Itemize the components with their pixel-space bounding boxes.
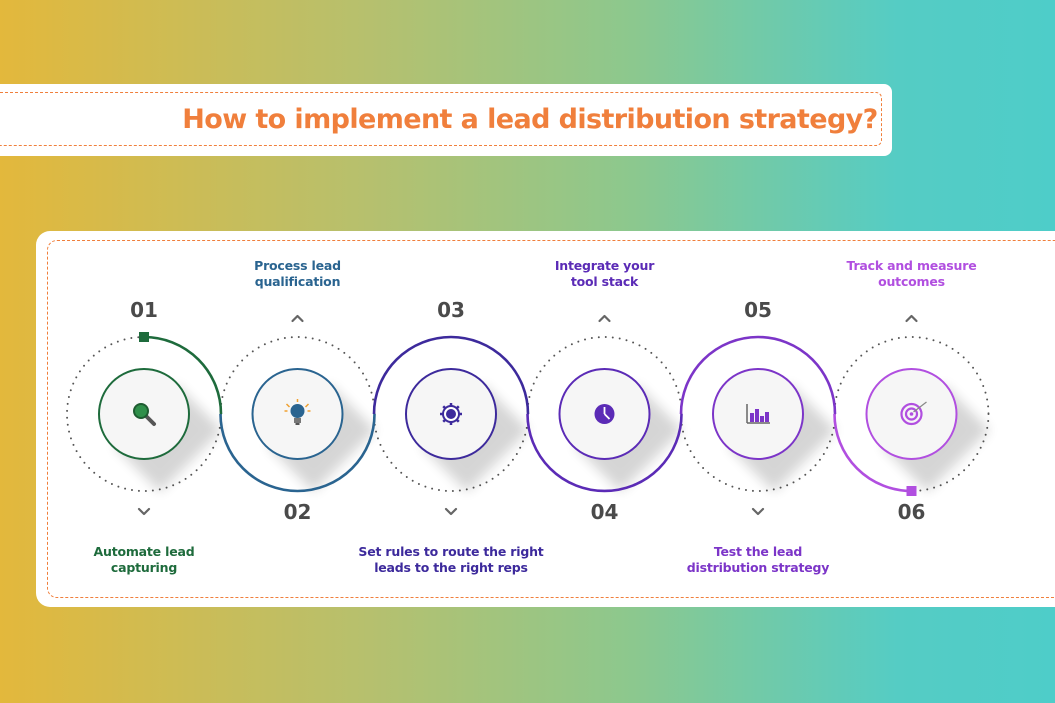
connector-arc [526,413,683,493]
lightbulb-icon [284,399,311,425]
step-label: Integrate your tool stack [510,258,700,290]
steps-panel-border [47,240,1055,598]
step-label: Set rules to route the right leads to the… [356,544,546,576]
step-label-line: Set rules to route the right [358,544,544,559]
step-label-line: capturing [110,560,178,575]
step-label: Track and measure outcomes [817,258,1007,290]
step-label-line: Track and measure [846,258,977,273]
connector-arc [372,335,530,415]
title-banner [0,84,892,156]
step-number: 04 [590,500,619,524]
step-label-line: leads to the right reps [374,560,528,575]
chevron-up-icon [598,314,611,323]
step-label: Automate lead capturing [49,544,239,576]
chevron-down-icon [137,507,151,516]
connector-arc [219,413,376,493]
gear-icon [440,403,462,425]
step-label-line: Test the lead [713,544,803,559]
step-label-line: distribution strategy [686,560,830,575]
dotted-ring [833,336,990,492]
end-marker [906,486,917,496]
step-label-line: tool stack [570,274,639,289]
step-label: Test the lead distribution strategy [663,544,853,576]
chevron-down-icon [751,507,765,516]
step-label-line: Integrate your [554,258,655,273]
chevron-up-icon [291,314,304,323]
start-marker [139,332,149,342]
clock-icon [594,404,615,424]
step-label-line: Process lead [254,258,341,273]
step-number: 02 [283,500,312,524]
target-icon [900,401,927,426]
connector-arc [833,413,912,493]
connector-arc [143,335,223,415]
step-label-line: Automate lead [93,544,195,559]
step-number: 01 [130,298,158,322]
step-number: 06 [897,500,926,524]
bar-chart-icon [746,404,770,424]
step-label: Process lead qualification [203,258,393,290]
step-label-line: qualification [254,274,341,289]
step-number: 03 [437,298,465,322]
step-label-line: outcomes [878,274,945,289]
step-number: 05 [744,298,772,322]
title-banner-border [0,92,882,146]
chevron-down-icon [444,507,458,516]
connector-arc [679,335,837,415]
search-icon [133,403,156,426]
chevron-up-icon [905,314,918,323]
page-title: How to implement a lead distribution str… [182,104,878,135]
